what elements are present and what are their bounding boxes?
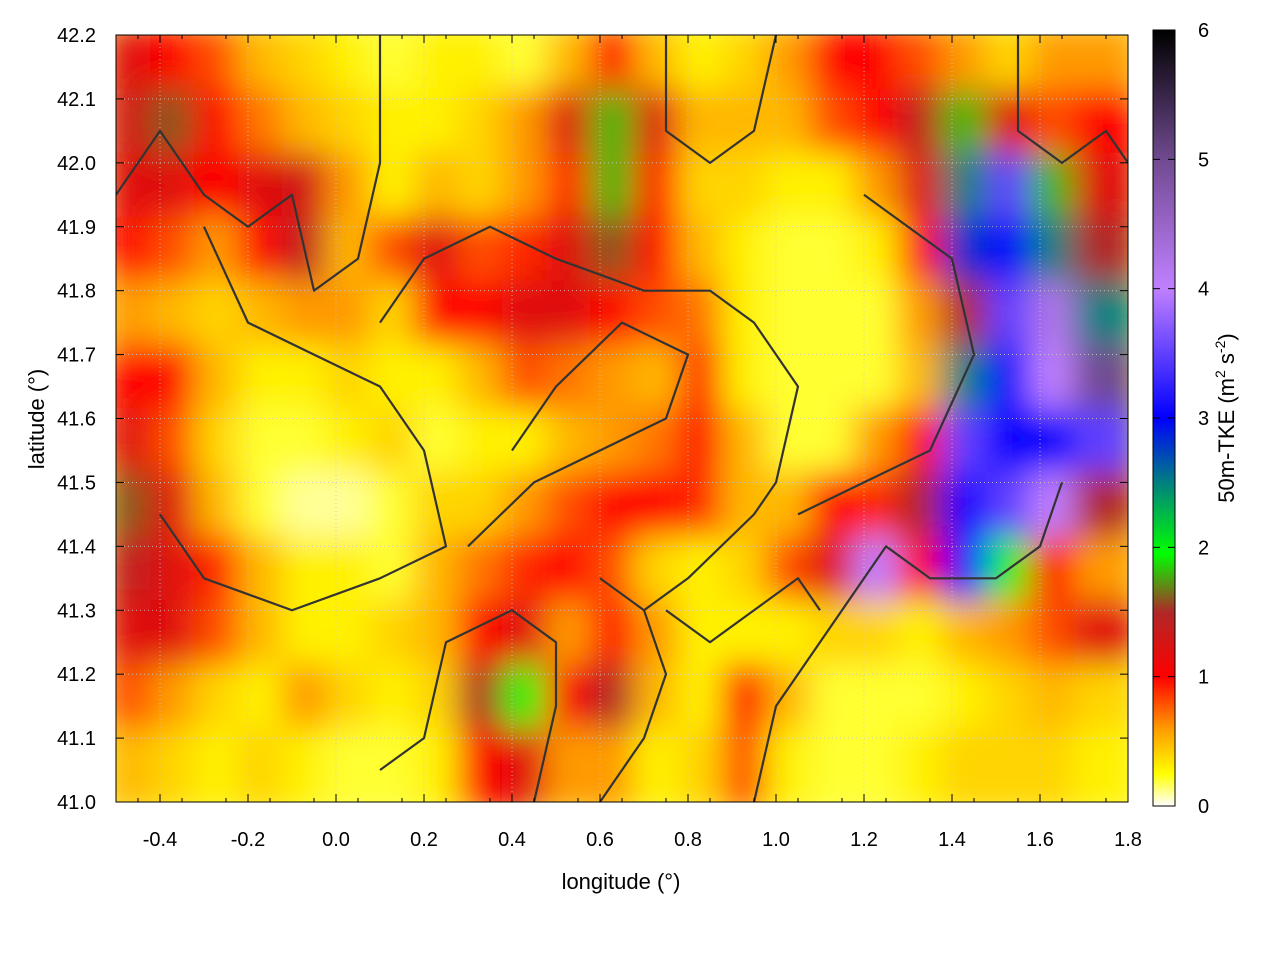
contour-line (379, 609, 558, 802)
terrain-contours (116, 35, 1128, 802)
y-tick-label: 41.0 (57, 792, 96, 814)
y-axis: 41.0 41.1 41.2 41.3 41.4 41.5 41.6 41.7 41.8 41.9… (57, 25, 1128, 814)
contour-line (752, 482, 1064, 802)
x-tick-label: 1.6 (1026, 829, 1054, 851)
y-axis-label: latitude (°) (24, 369, 49, 470)
heatmap-cell (1074, 728, 1128, 802)
x-tick-label: 0.8 (674, 829, 702, 851)
x-tick-label: -0.4 (143, 829, 177, 851)
x-tick-label: 1.4 (938, 829, 966, 851)
x-axis: -0.4 -0.2 0.0 0.2 0.4 0.6 0.8 1.0 1.2 1.4 1.6 1.8 (137, 35, 1142, 851)
x-tick-label: 1.2 (850, 829, 878, 851)
x-tick-label: 0.6 (586, 829, 614, 851)
contour-line (599, 577, 668, 802)
contour-line (797, 193, 976, 516)
x-tick-label: 0.4 (498, 829, 526, 851)
y-tick-label: 42.0 (57, 153, 96, 175)
x-tick-label: 1.0 (762, 829, 790, 851)
y-tick-label: 41.6 (57, 409, 96, 431)
colorbar-tick-label: 5 (1198, 149, 1209, 171)
colorbar-label: 50m-TKE (m2 s-2) (1212, 333, 1239, 502)
colorbar-tick-label: 4 (1198, 279, 1209, 301)
y-tick-label: 41.2 (57, 664, 96, 686)
y-tick-label: 41.4 (57, 536, 96, 558)
contour-line (665, 577, 821, 644)
colorbar-tick-label: 3 (1198, 408, 1209, 430)
colorbar-tick-label: 2 (1198, 537, 1209, 559)
y-tick-label: 41.5 (57, 472, 96, 494)
y-tick-label: 41.7 (57, 345, 96, 367)
contour-line (379, 225, 800, 612)
y-tick-label: 41.9 (57, 217, 96, 239)
x-tick-label: -0.2 (231, 829, 265, 851)
colorbar: 0 1 2 3 4 5 6 50m-TKE (m2 s-2) (1152, 20, 1239, 818)
y-tick-label: 41.1 (57, 728, 96, 750)
y-tick-label: 41.3 (57, 600, 96, 622)
colorbar-tick-label: 6 (1198, 20, 1209, 42)
contour-line (1016, 35, 1128, 164)
y-tick-label: 41.8 (57, 281, 96, 303)
colorbar-tick-label: 1 (1198, 667, 1209, 689)
contour-line (159, 226, 448, 612)
y-tick-label: 42.1 (57, 89, 96, 111)
x-tick-label: 0.0 (322, 829, 350, 851)
x-axis-label: longitude (°) (562, 869, 681, 894)
x-tick-label: 0.2 (410, 829, 438, 851)
x-tick-label: 1.8 (1114, 829, 1142, 851)
contour-line (116, 35, 382, 292)
heatmap-field (116, 35, 1128, 802)
contour-line (467, 321, 690, 548)
colorbar-tick-label: 0 (1198, 796, 1209, 818)
contour-line (664, 35, 778, 164)
y-tick-label: 42.2 (57, 25, 96, 47)
